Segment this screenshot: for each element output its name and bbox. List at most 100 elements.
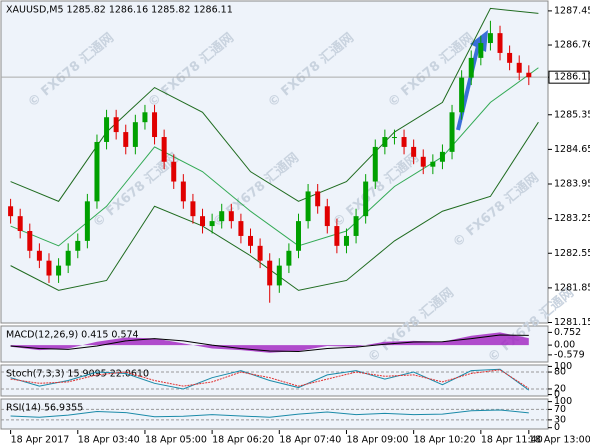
y-tick-label: 1283.95 [554,179,590,190]
indicator-line [10,369,530,389]
y-tick-label: 1282.55 [554,248,590,259]
y-tick-label: 1285.35 [554,109,590,120]
y-tick-label: 1284.65 [554,144,590,155]
candle-body [305,191,311,222]
candle-body [209,221,215,227]
x-tick-label: 18 Apr 11:40 [481,435,543,446]
candle-body [56,265,62,276]
candle-body [36,250,42,261]
candle-body [295,221,301,251]
candle-body [353,216,359,236]
y-tick-label: 0.00 [554,340,575,351]
candle-body [228,211,234,222]
candle-body [468,57,474,78]
candle-body [219,211,225,222]
y-tick-label: 1281.85 [554,282,590,293]
y-tick-label: 30 [554,414,566,425]
candle-body [401,137,407,147]
candle-body [104,117,110,142]
candle-body [152,112,158,138]
y-tick-label: 1281.15 [554,317,590,328]
candle-body [200,216,206,227]
y-tick-label: 0 [554,389,560,400]
candle-body [411,146,417,157]
macd-signal [10,334,529,353]
y-tick-label: 80 [554,367,566,378]
candle-body [430,161,436,167]
candle-body [75,240,81,251]
y-tick-label: 100 [554,361,572,372]
panel-title: Stoch(7,3,3) 15.9095 22.0610 [6,369,149,380]
y-tick-label: 70 [554,404,566,415]
y-tick-label: 20 [554,383,566,394]
candle-body [17,216,23,231]
candle-body [65,250,71,266]
candle-body [171,161,177,182]
candle-body [497,33,503,53]
candle-body [257,245,263,261]
x-tick-label: 18 Apr 05:00 [145,435,207,446]
panel-title: RSI(14) 56.9355 [6,403,83,414]
candle-body [238,221,244,236]
candle-body [516,62,522,73]
y-tick-label: 0.752 [554,327,581,338]
candle-body [248,235,254,246]
candle-body [420,156,426,167]
x-tick-label: 18 Apr 09:00 [346,435,408,446]
y-tick-label: -0.579 [554,349,585,360]
y-tick-label: 1287.45 [554,5,590,16]
indicator-line [10,409,529,418]
candle-body [94,141,100,202]
main-panel [0,0,549,324]
candle-body [315,191,321,207]
last-price-box [548,70,590,84]
candle-body [459,77,465,113]
x-tick-label: 18 Apr 07:40 [279,435,341,446]
candle-body [46,260,52,276]
candle-body [363,181,369,217]
candle-body [343,235,349,246]
candle-body [439,151,445,162]
panel-title: XAUUSD,M5 1285.82 1286.16 1285.82 1286.1… [6,5,233,16]
candle-body [180,181,186,202]
y-tick-label: 1286.11 [554,72,590,83]
candle-body [8,206,14,217]
candle-body [478,43,484,58]
rsi-panel [0,398,549,430]
candle-body [123,132,129,147]
candle-body [507,52,513,63]
x-tick-label: 18 Apr 10:20 [414,435,476,446]
candle-body [391,137,397,139]
y-tick-label: 0 [554,422,560,433]
x-tick-label: 18 Apr 03:40 [78,435,140,446]
candle-body [84,201,90,241]
candle-body [142,112,148,123]
candle-body [113,117,119,133]
candle-body [132,122,138,147]
candle-body [449,112,455,152]
candle-body [276,265,282,286]
candle-body [161,137,167,162]
panel-title: MACD(12,26,9) 0.415 0.574 [6,330,139,341]
candle-body [267,260,273,286]
x-tick-label: 18 Apr 06:20 [212,435,274,446]
candle-body [286,250,292,266]
candle-body [324,206,330,227]
candle-body [190,201,196,217]
candle-body [334,226,340,246]
band-line [10,121,539,291]
x-tick-label: 18 Apr 2017 [11,435,70,446]
x-tick-label: 18 Apr 13:00 [529,435,590,446]
candle-body [526,72,532,78]
annotation-arrowhead [470,30,488,52]
y-tick-label: 1286.76 [554,40,590,51]
y-tick-label: 1283.25 [554,213,590,224]
y-tick-label: 100 [554,396,572,407]
candle-body [372,146,378,182]
indicator-line [10,368,530,391]
candle-body [487,33,493,44]
candle-body [27,231,33,251]
candle-body [382,137,388,147]
stoch-panel [0,364,549,397]
